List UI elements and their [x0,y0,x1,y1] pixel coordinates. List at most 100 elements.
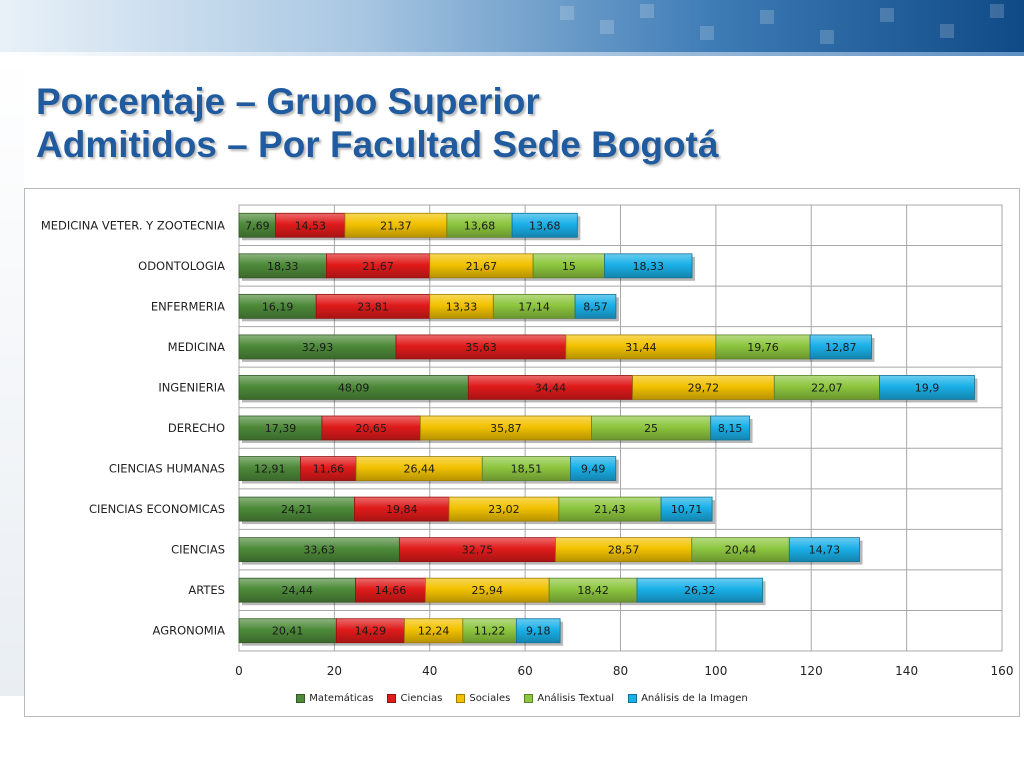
bar-data-label: 20,41 [272,625,304,638]
bar-segment [558,496,662,522]
x-tick-label: 80 [613,664,628,678]
bar-data-label: 16,19 [262,300,294,313]
bar-segment [591,415,712,441]
bar-data-label: 22,07 [811,381,843,394]
bar-segment [326,253,431,279]
bar-data-label: 8,15 [718,422,743,435]
slide-title-line-2: Admitidos – Por Facultad Sede Bogotá [36,124,719,165]
bar-data-label: 17,39 [265,422,297,435]
bar-segment [275,212,346,238]
bar-segment [809,334,872,360]
category-label: AGRONOMIA [153,624,226,638]
bar-data-label: 21,37 [380,219,412,232]
bar-data-label: 31,44 [625,341,657,354]
bar-segment [238,375,469,400]
bar-data-label: 11,66 [313,463,345,476]
bar-data-labels: 7,69 14,53 21,37 13,68 13,68 18,33 21,67 21,67 1… [245,219,939,637]
bar-data-label: 9,18 [526,625,551,638]
bars [238,212,978,646]
bar-data-label: 28,57 [608,544,640,557]
legend-item: Sociales [456,693,510,704]
bar-data-label: 25,94 [472,584,504,597]
bar-segment [238,537,400,563]
bar-segment [467,375,633,400]
bar-segment [395,334,567,360]
bar-data-label: 14,66 [375,584,407,597]
banner-pattern [600,20,614,34]
bar-data-label: 18,33 [633,260,665,273]
bar-segment [548,577,638,603]
bar-data-label: 26,32 [684,584,716,597]
banner-pattern [820,30,834,44]
category-label: ODONTOLOGIA [138,259,225,273]
x-tick-label: 20 [327,664,342,678]
slide-title-line-1: Porcentaje – Grupo Superior [36,81,540,122]
bar-segment [788,537,860,563]
legend-label: Sociales [469,693,511,704]
bar-data-label: 24,44 [282,584,314,597]
bar-data-label: 18,42 [577,584,609,597]
bar-data-label: 20,65 [355,422,387,435]
bar-data-label: 13,68 [529,219,561,232]
chart-legend: Matemáticas Ciencias Sociales Análisis Text… [0,693,1024,704]
bar-data-label: 24,21 [281,503,313,516]
bar-segment [238,212,277,238]
bar-data-label: 13,33 [446,300,478,313]
bar-segment [238,577,356,603]
legend-item: Matemáticas [296,693,373,704]
bar-data-label: 7,69 [245,219,270,232]
bar-segment [420,415,592,441]
category-label: DERECHO [168,421,225,435]
bar-data-label: 12,87 [825,341,857,354]
bar-segment [300,456,357,481]
category-label: INGENIERIA [158,380,225,394]
bar-data-label: 14,53 [295,219,327,232]
bar-segment [660,496,713,522]
bar-segment [604,253,693,279]
bar-segment [515,618,561,644]
category-label: CIENCIAS ECONOMICAS [89,502,225,516]
x-tick-label: 140 [895,664,918,678]
header-divider [0,52,1024,56]
bar-data-label: 21,67 [362,260,394,273]
bar-data-label: 26,44 [403,463,435,476]
bar-data-label: 21,67 [466,260,498,273]
bar-segment [879,375,975,400]
bar-segment [429,293,494,319]
bar-segment [691,537,790,563]
bar-data-label: 14,73 [809,544,841,557]
bar-data-label: 35,63 [465,341,497,354]
legend-label: Análisis de la Imagen [641,693,748,704]
category-label: MEDICINA VETER. Y ZOOTECNIA [41,218,225,232]
left-edge-shade [0,56,24,696]
x-tick-label: 100 [704,664,727,678]
banner-pattern [990,4,1004,18]
value-axis-tick-labels: 0 20 40 60 80 100 120 140 160 [235,664,1013,678]
bar-data-label: 9,49 [581,463,606,476]
bar-segment [574,293,617,319]
legend-swatch [387,694,397,703]
bar-segment [448,496,560,522]
category-label: ARTES [188,583,225,597]
bar-segment [344,212,448,238]
bar-data-label: 19,76 [747,341,779,354]
bar-data-label: 34,44 [535,381,567,394]
bar-data-label: 25 [644,422,658,435]
bar-data-label: 18,33 [267,260,299,273]
bar-data-label: 23,02 [488,503,520,516]
bar-segment [238,496,355,522]
bar-data-label: 17,14 [518,300,550,313]
bar-segment [446,212,513,238]
bar-data-label: 35,87 [490,422,522,435]
bar-data-label: 32,93 [302,341,334,354]
bar-segment [238,253,327,279]
banner-pattern [560,6,574,20]
bar-data-label: 12,24 [418,625,450,638]
bar-segment [315,293,431,319]
x-tick-label: 60 [517,664,532,678]
bar-segment [355,456,483,481]
banner-pattern [700,26,714,40]
bar-segment [238,293,317,319]
x-tick-label: 40 [422,664,437,678]
legend-swatch [296,694,306,703]
